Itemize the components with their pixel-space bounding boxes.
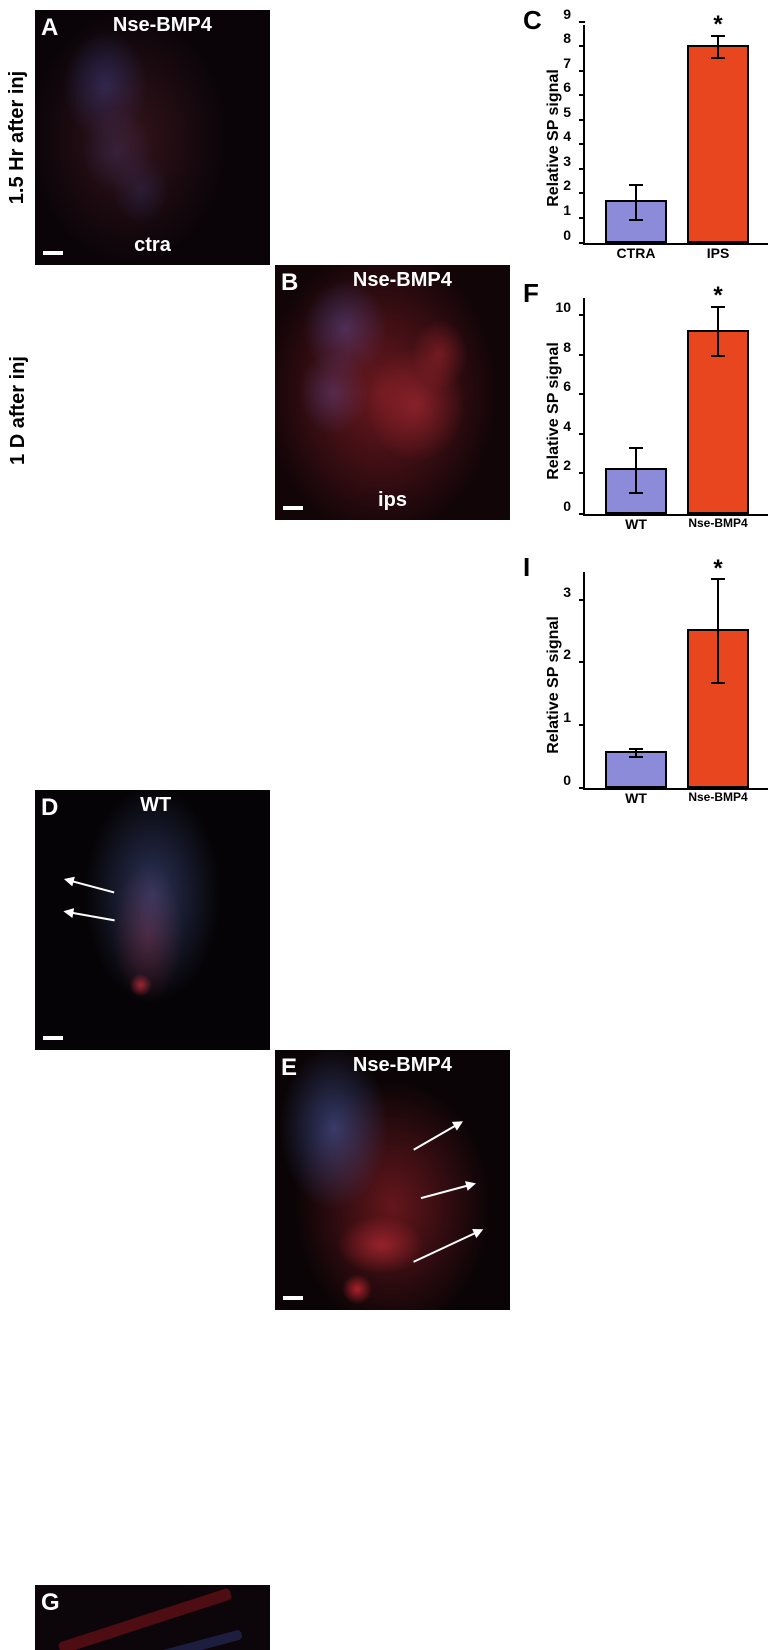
panel-B: B Nse-BMP4 ips	[275, 265, 510, 520]
tick-label: 4	[563, 418, 571, 434]
figure-root: 1.5 Hr after inj A Nse-BMP4 ctra B Nse-B…	[0, 0, 782, 825]
chart-C-ylabel: Relative SP signal	[545, 69, 563, 207]
panel-A: A Nse-BMP4 ctra	[35, 10, 270, 265]
panel-B-top-label: Nse-BMP4	[353, 269, 452, 292]
panel-A-scalebar	[43, 251, 63, 255]
errbar	[717, 578, 719, 684]
tick-label: 5	[563, 104, 571, 120]
chart-C-letter: C	[523, 5, 542, 36]
tick-label: 2	[563, 177, 571, 193]
tick-label: 10	[555, 299, 571, 315]
panel-D-letter: D	[41, 794, 58, 822]
panel-E: E Nse-BMP4	[275, 1050, 510, 1310]
row2-side-text: 1 D after inj	[7, 356, 30, 465]
row2-side-label: 1 D after inj	[6, 280, 30, 540]
x-label: CTRA	[617, 245, 656, 261]
tick-label: 2	[563, 646, 571, 662]
chart-I-ylabel: Relative SP signal	[545, 616, 563, 754]
panel-E-scalebar	[283, 1296, 303, 1300]
tick-label: 3	[563, 584, 571, 600]
errbar	[635, 748, 637, 758]
tick-label: 0	[563, 227, 571, 243]
panel-G-letter: G	[41, 1589, 60, 1617]
tick-label: 0	[563, 498, 571, 514]
chart-C-plot: 0 1 2 3 4 5 6 7 8 9 CTRA IPS *	[583, 25, 768, 245]
panel-G: G WT(CTX)	[35, 1585, 270, 1650]
tick-label: 8	[563, 30, 571, 46]
errbar	[635, 447, 637, 495]
sig-star: *	[713, 555, 722, 583]
tick-label: 6	[563, 378, 571, 394]
errbar	[717, 306, 719, 358]
chart-I-letter: I	[523, 552, 530, 583]
panel-E-top-label: Nse-BMP4	[353, 1054, 452, 1077]
tick-label: 9	[563, 6, 571, 22]
row1-side-text: 1.5 Hr after inj	[7, 71, 30, 204]
chart-C-bar-ips: IPS *	[687, 45, 749, 243]
panel-E-letter: E	[281, 1054, 297, 1082]
tick-label: 3	[563, 153, 571, 169]
panel-B-bottom-label: ips	[378, 489, 407, 512]
errbar	[635, 184, 637, 221]
chart-F-ylabel: Relative SP signal	[545, 342, 563, 480]
x-label: IPS	[707, 245, 730, 261]
x-label: Nse-BMP4	[688, 790, 747, 804]
panel-B-letter: B	[281, 269, 298, 297]
chart-F-plot: 0 2 4 6 8 10 WT Nse-BMP4 *	[583, 298, 768, 516]
x-label: WT	[625, 516, 647, 532]
chart-F-bar-nse: Nse-BMP4 *	[687, 330, 749, 514]
panel-D-top-label: WT	[140, 794, 171, 817]
tick-label: 1	[563, 202, 571, 218]
chart-I-bar-nse: Nse-BMP4 *	[687, 629, 749, 788]
chart-I-plot: 0 1 2 3 WT Nse-BMP4 *	[583, 572, 768, 790]
row1-side-label: 1.5 Hr after inj	[6, 10, 30, 265]
chart-F-letter: F	[523, 278, 539, 309]
chart-I: I Relative SP signal 0 1 2 3 WT Nse-BMP4…	[515, 552, 780, 817]
panel-D-scalebar	[43, 1036, 63, 1040]
x-label: WT	[625, 790, 647, 806]
sig-star: *	[713, 11, 722, 39]
x-label: Nse-BMP4	[688, 516, 747, 530]
panel-D: D WT	[35, 790, 270, 1050]
tick-label: 0	[563, 772, 571, 788]
sig-star: *	[713, 282, 722, 310]
panel-A-letter: A	[41, 14, 58, 42]
tick-label: 2	[563, 457, 571, 473]
chart-F-bar-wt: WT	[605, 468, 667, 514]
chart-I-bar-wt: WT	[605, 751, 667, 788]
chart-C-bar-ctra: CTRA	[605, 200, 667, 243]
tick-label: 8	[563, 339, 571, 355]
tick-label: 4	[563, 128, 571, 144]
panel-A-top-label: Nse-BMP4	[113, 14, 212, 37]
chart-C: C Relative SP signal 0 1 2 3 4 5 6 7 8 9…	[515, 5, 780, 270]
tick-label: 6	[563, 79, 571, 95]
chart-F: F Relative SP signal 0 2 4 6 8 10 WT Nse…	[515, 278, 780, 543]
panel-A-bottom-label: ctra	[134, 234, 171, 257]
panel-B-scalebar	[283, 506, 303, 510]
tick-label: 1	[563, 709, 571, 725]
tick-label: 7	[563, 55, 571, 71]
